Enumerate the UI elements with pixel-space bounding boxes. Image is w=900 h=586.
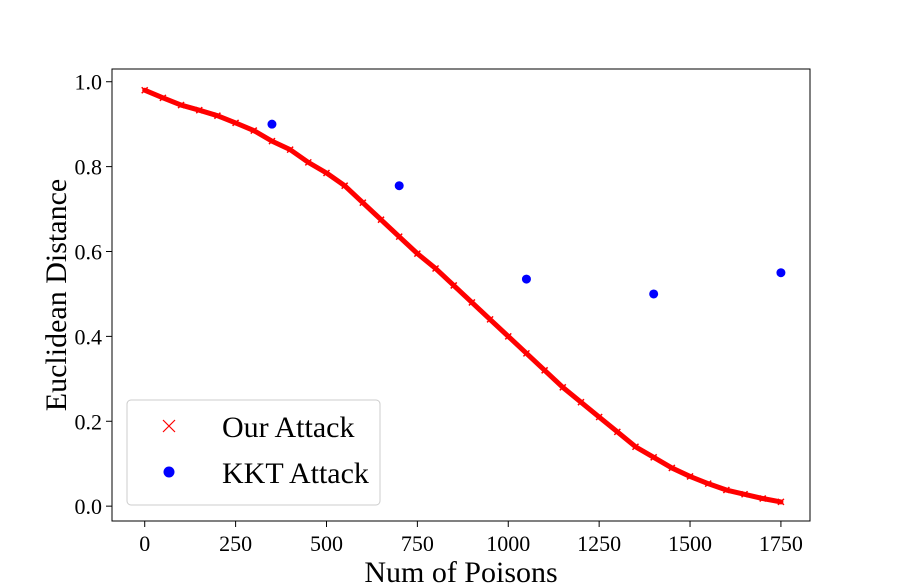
y-axis-ticks: 0.0 0.2 0.4 0.6 0.8 1.0 (75, 70, 112, 519)
x-tick-label: 1250 (577, 531, 621, 556)
our-attack-point (722, 486, 730, 494)
our-attack-point (250, 127, 258, 135)
kkt-attack-point (267, 119, 277, 129)
our-attack-point (522, 349, 530, 357)
our-attack-point (486, 315, 494, 323)
our-attack-point (232, 119, 240, 127)
plot-frame (111, 68, 811, 522)
y-tick-label: 0.4 (75, 324, 103, 349)
our-attack-point (268, 137, 276, 145)
our-attack-point (468, 298, 476, 306)
series-lines (142, 87, 784, 505)
y-axis-label: Euclidean Distance (40, 179, 73, 411)
our-attack-point (595, 413, 603, 421)
our-attack-point (686, 472, 694, 480)
our-attack-point (741, 490, 749, 498)
our-attack-point (286, 146, 294, 154)
our-attack-point (304, 158, 312, 166)
y-tick-label: 0.2 (75, 409, 103, 434)
our-attack-point (159, 94, 167, 102)
legend-marker-our-attack (162, 419, 176, 433)
our-attack-point (613, 428, 621, 436)
legend-box (126, 399, 381, 506)
x-tick-label: 500 (310, 531, 343, 556)
x-tick-label: 1000 (486, 531, 530, 556)
y-tick-label: 1.0 (75, 70, 103, 95)
our-attack-point (195, 106, 203, 114)
x-axis-ticks: 0 250 500 750 1000 1250 1500 1750 (139, 521, 803, 556)
legend-marker-kkt-attack (163, 466, 175, 478)
our-attack-point (759, 494, 767, 503)
legend-label-kkt-attack: KKT Attack (222, 457, 369, 490)
kkt-attack-point (394, 181, 404, 191)
our-attack-point (413, 250, 421, 258)
our-attack-point (359, 199, 367, 207)
kkt-attack-point (649, 289, 659, 299)
our-attack-point (704, 480, 712, 488)
series-points (141, 86, 786, 506)
our-attack-point (141, 86, 149, 94)
our-attack-point (213, 112, 221, 120)
y-tick-label: 0.6 (75, 239, 103, 264)
kkt-attack-point (776, 268, 786, 278)
our-attack-point (450, 281, 458, 289)
our-attack-point (668, 464, 676, 472)
legend-label-our-attack: Our Attack (222, 411, 354, 444)
y-tick-label: 0.8 (75, 155, 103, 180)
our-attack-point (377, 216, 385, 224)
our-attack-point (631, 443, 640, 451)
our-attack-curve (142, 87, 784, 505)
legend: Our Attack KKT Attack (126, 399, 381, 506)
our-attack-point (559, 383, 567, 391)
our-attack-point (432, 264, 440, 273)
x-tick-label: 250 (219, 531, 252, 556)
our-attack-point (650, 453, 658, 461)
x-tick-label: 1500 (668, 531, 712, 556)
x-tick-label: 750 (401, 531, 434, 556)
our-attack-point (777, 498, 785, 506)
our-attack-point (322, 169, 331, 177)
our-attack-point (504, 332, 512, 340)
our-attack-point (395, 233, 403, 241)
our-attack-point (177, 101, 185, 109)
our-attack-point (541, 366, 549, 374)
our-attack-point (341, 182, 349, 190)
x-tick-label: 1750 (759, 531, 803, 556)
kkt-attack-point (521, 274, 531, 284)
x-axis-label: Num of Poisons (364, 556, 557, 586)
our-attack-point (577, 398, 585, 406)
y-tick-label: 0.0 (75, 494, 103, 519)
x-tick-label: 0 (139, 531, 150, 556)
